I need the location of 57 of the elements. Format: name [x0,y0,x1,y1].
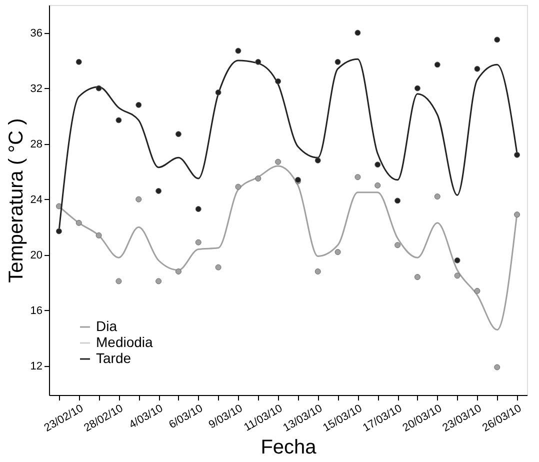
point [374,182,381,188]
point [275,158,282,165]
point [514,212,520,218]
y-tick-label: 16 [30,304,42,317]
point [334,249,341,256]
point [514,152,520,158]
point [334,58,341,65]
point [314,157,321,164]
legend-label: Dia [96,318,118,334]
point [494,364,500,370]
point [474,66,480,72]
point [494,36,500,43]
point [374,162,381,168]
point [156,188,162,194]
point [96,232,102,238]
point [434,62,440,68]
point [275,78,282,84]
point [235,48,242,54]
point [394,198,401,204]
legend-label: Mediodia [96,334,154,350]
point [255,58,262,65]
point [136,102,142,108]
y-axis-title: Temperatura ( °C ) [5,118,28,283]
point [56,228,62,234]
point [116,278,122,284]
point [195,206,202,212]
y-tick-label: 12 [30,360,42,372]
point [215,89,222,96]
point [414,274,420,280]
point [76,220,82,226]
y-tick-label: 36 [30,27,42,40]
point [116,117,122,124]
point [96,85,102,92]
point [314,268,321,274]
point [354,174,361,180]
point [76,58,82,65]
point [414,85,420,92]
point [454,272,460,279]
y-tick-label: 28 [30,138,42,150]
point [474,288,480,294]
point [175,268,182,274]
point [136,196,142,202]
y-tick-label: 20 [30,249,42,262]
x-axis-title: Fecha [260,436,318,458]
point [255,176,262,182]
point [434,194,440,200]
y-tick-label: 32 [30,82,42,95]
point [354,30,361,36]
point [195,239,202,246]
point [394,242,401,248]
legend-label: Tarde [96,350,132,366]
point [156,278,162,284]
point [235,184,242,190]
y-tick-label: 24 [30,194,42,206]
point [215,264,222,270]
point [454,257,460,264]
point [175,131,182,138]
